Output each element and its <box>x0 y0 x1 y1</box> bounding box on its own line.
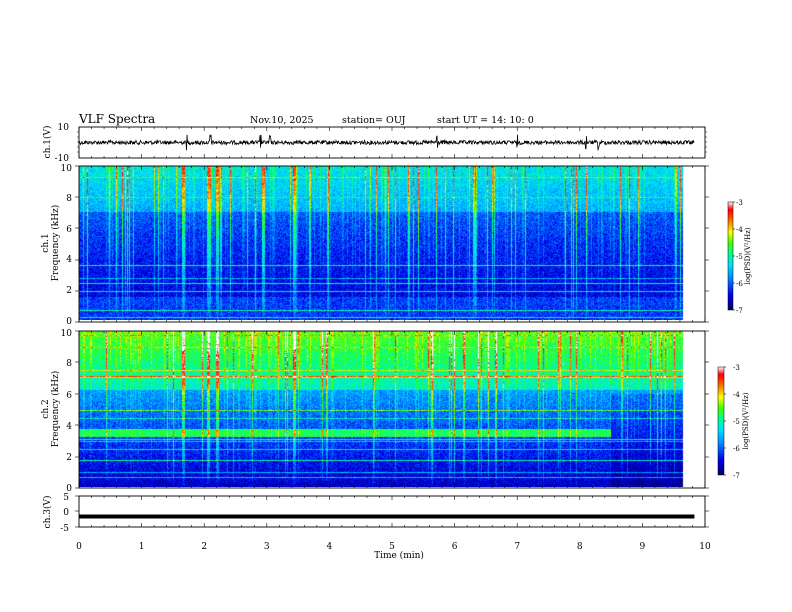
ch1-colorbar-ticks <box>733 201 735 311</box>
ch3-waveform-panel: 5 0 -5 ch.3(V) <box>42 493 709 534</box>
ch1-spec-ylabel-frequency: Frequency (kHz) <box>50 205 61 282</box>
ch3-ytick-5: 5 <box>63 493 69 503</box>
ch2-freq-tick-0: 0 <box>66 484 72 494</box>
ch1-waveform-trace <box>78 134 695 151</box>
ch1-freq-tick-10: 10 <box>61 164 73 174</box>
ch1-waveform-ylabel: ch.1(V) <box>42 126 53 159</box>
time-tick-6: 6 <box>452 542 458 552</box>
ch1-waveform-axes <box>77 126 707 159</box>
ch1-spectrogram-panel: 0 2 4 6 8 10 ch.1 Frequency (kHz) -3 -4 … <box>41 164 752 327</box>
ch2-cb-tick-5: -5 <box>733 418 740 426</box>
ch1-freq-tick-2: 2 <box>66 286 72 296</box>
ch1-freq-tick-6: 6 <box>66 225 72 235</box>
ch3-waveform-ylabel: ch.3(V) <box>42 496 53 529</box>
ch1-ytick-top: 10 <box>58 123 70 133</box>
time-tick-3: 3 <box>264 542 270 552</box>
ch1-spectrogram-axes <box>75 165 709 323</box>
figure-title: VLF Spectra <box>78 112 155 126</box>
panel-frame-3 <box>78 495 706 528</box>
ch3-waveform-trace <box>79 514 695 519</box>
ch1-cb-tick-6: -6 <box>736 280 743 288</box>
ch2-freq-tick-6: 6 <box>66 391 72 401</box>
ch3-waveform-axes <box>75 495 709 528</box>
ch1-spectrogram-image <box>79 166 693 320</box>
ch2-freq-tick-10: 10 <box>61 329 73 339</box>
ch2-spectrogram-panel: 0 2 4 6 8 10 ch.2 Frequency (kHz) -3 -4 … <box>41 329 750 494</box>
time-axis-tick-labels: 0 1 2 3 4 5 6 7 8 9 10 <box>76 542 711 552</box>
ch1-colorbar-label: log(PSD)(V²/Hz) <box>744 227 752 284</box>
time-tick-5: 5 <box>389 542 395 552</box>
time-tick-10: 10 <box>699 542 711 552</box>
ch1-cb-tick-5: -5 <box>736 253 743 261</box>
ch1-freq-tick-0: 0 <box>66 317 72 327</box>
time-tick-0: 0 <box>76 542 82 552</box>
time-tick-9: 9 <box>640 542 646 552</box>
ch2-colorbar <box>717 366 725 476</box>
ch1-cb-tick-4: -4 <box>736 226 743 234</box>
ch2-colorbar-ticks <box>724 366 726 476</box>
start-time-label: start UT = 14: 10: 0 <box>437 115 534 126</box>
ch2-cb-tick-7: -7 <box>733 472 740 480</box>
ch2-cb-tick-4: -4 <box>733 391 740 399</box>
ch2-spec-ylabel-channel: ch.2 <box>41 399 51 418</box>
time-tick-8: 8 <box>577 542 583 552</box>
ch2-colorbar-label: log(PSD)(V²/Hz) <box>742 392 750 449</box>
time-tick-1: 1 <box>139 542 145 552</box>
ch2-cb-tick-3: -3 <box>733 364 740 372</box>
time-axis-label: Time (min) <box>374 550 424 561</box>
date-label: Nov.10, 2025 <box>250 115 314 126</box>
time-tick-4: 4 <box>327 542 333 552</box>
ch2-spectrogram-axes <box>75 330 709 489</box>
ch2-spectrogram-image <box>79 331 693 487</box>
ch2-cb-tick-6: -6 <box>733 445 740 453</box>
time-tick-7: 7 <box>514 542 520 552</box>
ch2-freq-tick-8: 8 <box>66 359 72 369</box>
ch1-cb-tick-3: -3 <box>736 199 743 207</box>
ch1-ytick-bottom: -10 <box>55 154 70 164</box>
ch1-freq-tick-8: 8 <box>66 194 72 204</box>
ch2-freq-tick-4: 4 <box>66 422 72 432</box>
time-tick-2: 2 <box>201 542 207 552</box>
ch1-waveform-panel: 10 -10 ch.1(V) <box>42 123 707 164</box>
ch2-spec-ylabel-frequency: Frequency (kHz) <box>50 371 61 448</box>
ch1-freq-tick-4: 4 <box>66 255 72 265</box>
ch1-cb-tick-7: -7 <box>736 307 743 315</box>
station-label: station= OUJ <box>342 115 406 126</box>
ch3-ytick-neg5: -5 <box>60 524 69 534</box>
ch3-ytick-0: 0 <box>63 508 69 518</box>
ch2-freq-tick-2: 2 <box>66 453 72 463</box>
ch1-spec-ylabel-channel: ch.1 <box>41 233 51 252</box>
ch1-colorbar <box>727 201 734 311</box>
